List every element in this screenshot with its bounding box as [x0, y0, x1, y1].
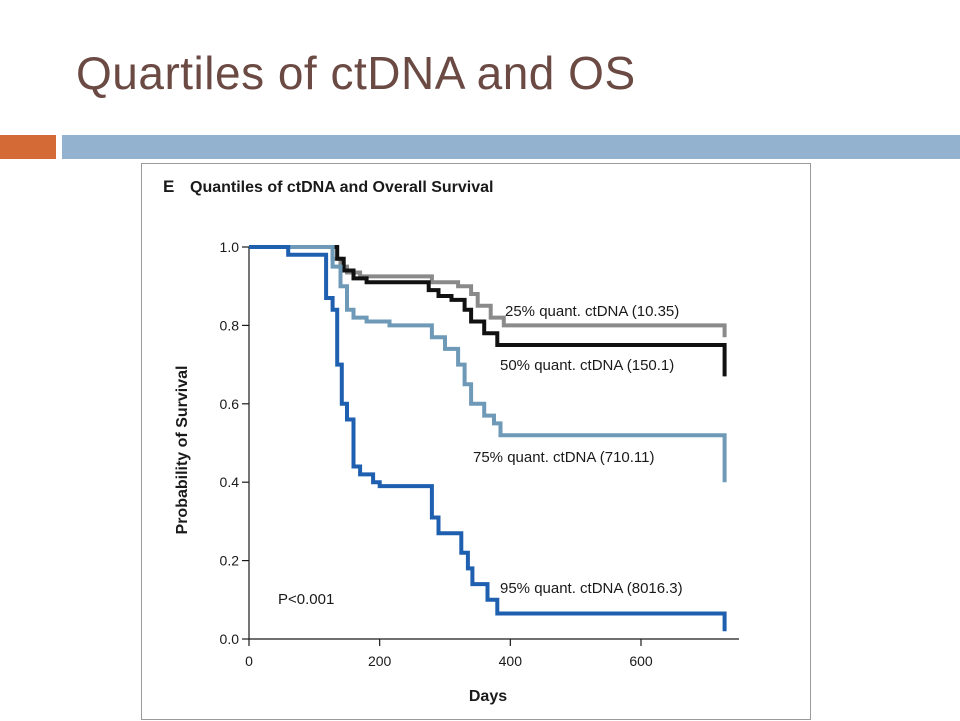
slide-title: Quartiles of ctDNA and OS	[76, 47, 636, 99]
accent-bar-orange	[0, 135, 56, 159]
y-axis-ticks: 0.0 0.2 0.4 0.6 0.8 1.0	[220, 239, 249, 647]
curve-label-25: 25% quant. ctDNA (10.35)	[505, 303, 679, 320]
survival-curves	[249, 245, 727, 632]
p-value-annotation: P<0.001	[278, 591, 334, 608]
curve-50-quantile	[249, 245, 727, 377]
x-tick-label: 0	[245, 653, 253, 669]
x-axis-ticks: 0 200 400 600	[245, 639, 653, 669]
x-tick-label: 600	[629, 653, 653, 669]
curve-95-quantile	[249, 245, 727, 632]
y-tick-label: 0.2	[220, 553, 240, 569]
survival-chart: E Quantiles of ctDNA and Overall Surviva…	[163, 177, 739, 705]
curve-label-75: 75% quant. ctDNA (710.11)	[473, 449, 655, 466]
curve-75-quantile	[249, 245, 727, 483]
x-tick-label: 200	[368, 653, 392, 669]
curve-label-95: 95% quant. ctDNA (8016.3)	[500, 580, 683, 597]
figure-panel: E Quantiles of ctDNA and Overall Surviva…	[141, 163, 811, 720]
chart-title: Quantiles of ctDNA and Overall Survival	[190, 179, 494, 196]
curve-25-quantile	[249, 245, 727, 338]
x-axis-title: Days	[469, 688, 507, 705]
panel-letter: E	[163, 177, 174, 196]
accent-bar-blue	[62, 135, 960, 159]
y-axis-title: Probability of Survival	[174, 366, 191, 535]
y-tick-label: 0.0	[220, 631, 240, 647]
x-tick-label: 400	[499, 653, 523, 669]
y-tick-label: 0.6	[220, 396, 240, 412]
y-tick-label: 0.4	[220, 474, 240, 490]
curve-label-50: 50% quant. ctDNA (150.1)	[500, 357, 674, 374]
y-tick-label: 1.0	[220, 239, 240, 255]
y-tick-label: 0.8	[220, 317, 240, 333]
